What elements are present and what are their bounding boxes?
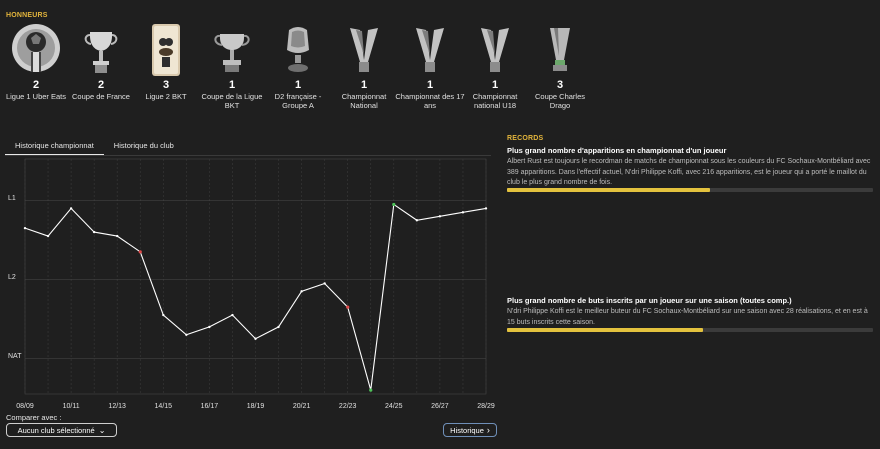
data-point — [69, 207, 73, 210]
compare-label: Comparer avec : — [6, 413, 62, 422]
data-point — [254, 337, 257, 340]
record-progress-bar — [507, 188, 873, 192]
status-marker — [138, 250, 142, 254]
tab-historique-championnat[interactable]: Historique championnat — [5, 139, 104, 155]
trophy-name: Coupe de France — [72, 92, 130, 101]
trophy-ligue1[interactable]: 2 Ligue 1 Uber Eats — [3, 22, 69, 101]
record-title: Plus grand nombre d'apparitions en champ… — [507, 146, 727, 155]
y-tick-label: L2 — [8, 274, 16, 281]
status-marker — [392, 202, 396, 207]
data-point — [92, 230, 96, 234]
data-point — [484, 207, 488, 210]
d2-trophy-icon — [287, 27, 309, 72]
trophy-name: Championnat national U18 — [472, 92, 518, 110]
record-text: N'dri Philippe Koffi est le meilleur but… — [507, 308, 868, 326]
ligue2-trophy-icon — [152, 24, 180, 76]
trophy-count: 2 — [32, 79, 40, 91]
tab-historique-du-club[interactable]: Historique du club — [113, 141, 174, 150]
history-button-label: Historique — [450, 425, 484, 435]
data-point — [438, 215, 442, 218]
trophy-name: Coupe de la Ligue BKT — [201, 92, 263, 110]
compare-club-dropdown[interactable]: Aucun club sélectionné ⌄ — [6, 423, 117, 437]
trophy-ligue2[interactable]: 3 Ligue 2 BKT — [133, 22, 199, 101]
trophy-count: 3 — [162, 79, 170, 91]
trophy-count: 3 — [556, 79, 564, 91]
x-tick-label: 26/27 — [431, 403, 449, 410]
chevron-down-icon: ⌄ — [98, 425, 106, 435]
data-point — [300, 290, 303, 293]
data-point — [46, 234, 50, 238]
data-point — [23, 226, 27, 230]
league-history-chart: L1 L2 NAT 08/09 10/11 12/13 14/15 16/17 18/19 20/… — [8, 158, 495, 410]
trophy-count: 1 — [360, 79, 368, 91]
record-text: Albert Rust est toujours le recordman de… — [507, 158, 871, 186]
status-marker — [369, 388, 373, 392]
history-button[interactable]: Historique › — [443, 423, 497, 437]
x-tick-label: 12/13 — [108, 403, 126, 410]
record-title: Plus grand nombre de buts inscrits par u… — [507, 296, 792, 305]
x-tick-label: 24/25 — [385, 403, 403, 410]
history-tabs: Historique championnat Historique du clu… — [5, 139, 184, 155]
trophy-coupe-de-la-ligue[interactable]: 1 Coupe de la Ligue BKT — [199, 22, 265, 110]
trophy-name: Championnat National — [341, 92, 387, 110]
x-tick-label: 22/23 — [339, 403, 357, 410]
trophy-count: 1 — [294, 79, 302, 91]
record-progress-fill — [507, 328, 704, 332]
coupe-de-la-ligue-trophy-icon — [214, 34, 250, 72]
data-point — [185, 333, 188, 336]
data-point — [208, 325, 211, 329]
data-point — [116, 234, 119, 238]
x-tick-label: 08/09 — [16, 403, 34, 410]
trophy-coupe-de-france[interactable]: 2 Coupe de France — [68, 22, 134, 101]
data-point — [162, 313, 165, 317]
x-tick-label: 16/17 — [201, 403, 219, 410]
trophy-name: Ligue 2 BKT — [145, 92, 187, 101]
chart-frame — [24, 158, 487, 395]
trophy-name: D2 française - Groupe A — [274, 92, 322, 110]
chevron-right-icon: › — [486, 425, 490, 435]
y-tick-label: NAT — [8, 353, 22, 360]
trophy-u17[interactable]: 1 Championnat des 17 ans — [395, 22, 465, 110]
trophy-charles-drago[interactable]: 3 Coupe Charles Drago — [527, 22, 593, 110]
trophy-row: 2 Ligue 1 Uber Eats 2 Coupe de France 3 … — [0, 22, 620, 122]
x-tick-label: 28/29 — [477, 403, 495, 410]
trophy-count: 1 — [228, 79, 236, 91]
status-marker — [346, 305, 350, 309]
data-point — [231, 313, 234, 317]
u17-trophy-icon — [416, 28, 444, 72]
data-point — [461, 211, 465, 214]
trophy-u18[interactable]: 1 Championnat national U18 — [462, 22, 528, 110]
trophy-d2[interactable]: 1 D2 française - Groupe A — [265, 22, 331, 110]
trophy-name: Ligue 1 Uber Eats — [5, 92, 67, 101]
ligue1-trophy-icon — [12, 24, 60, 72]
trophy-name: Championnat des 17 ans — [395, 92, 465, 110]
trophy-national[interactable]: 1 Championnat National — [331, 22, 397, 110]
records-title: RECORDS — [507, 135, 544, 142]
data-point — [277, 325, 280, 329]
x-tick-label: 10/11 — [63, 403, 80, 410]
data-point — [323, 282, 326, 285]
dropdown-value: Aucun club sélectionné — [17, 425, 95, 435]
tab-divider — [5, 155, 491, 156]
trophy-name: Coupe Charles Drago — [534, 92, 586, 110]
x-tick-label: 20/21 — [293, 403, 311, 410]
record-progress-bar — [507, 328, 873, 332]
coupe-de-france-trophy-icon — [84, 32, 118, 73]
record-progress-fill — [507, 188, 711, 192]
honours-title: HONNEURS — [6, 12, 48, 19]
x-tick-label: 18/19 — [247, 403, 265, 410]
y-tick-label: L1 — [8, 195, 16, 202]
national-trophy-icon — [350, 28, 378, 72]
u18-trophy-icon — [481, 28, 509, 72]
trophy-count: 1 — [426, 79, 434, 91]
x-tick-label: 14/15 — [155, 403, 173, 410]
data-point — [415, 219, 419, 222]
charles-drago-trophy-icon — [550, 28, 570, 71]
trophy-count: 2 — [97, 79, 105, 91]
trophy-count: 1 — [491, 79, 499, 91]
